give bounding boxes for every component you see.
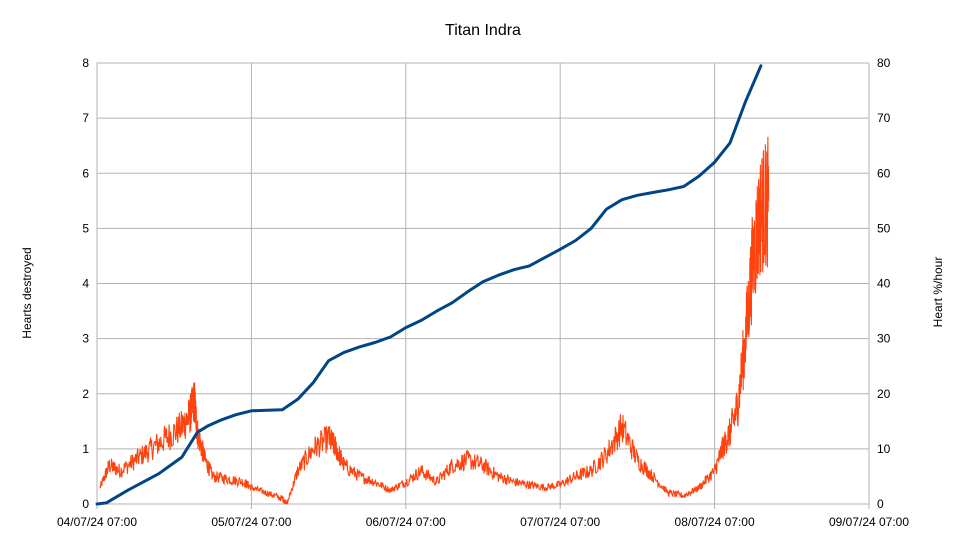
- y-tick-label: 6: [82, 166, 89, 180]
- x-tick-label: 06/07/24 07:00: [366, 515, 446, 529]
- x-tick-label: 05/07/24 07:00: [211, 515, 291, 529]
- y-tick-label: 0: [82, 497, 89, 511]
- chart-title: Titan Indra: [445, 22, 521, 39]
- y-axis-title: Hearts destroyed: [20, 247, 34, 338]
- y-tick-label: 2: [82, 387, 89, 401]
- x-tick-label: 09/07/24 07:00: [829, 515, 909, 529]
- y-axis-ticks: 0 1 2 3 4 5 6 7 8: [82, 56, 89, 511]
- series-line-hearts: [95, 64, 763, 506]
- y2-tick-label: 50: [877, 221, 891, 235]
- y-tick-label: 8: [82, 56, 89, 70]
- y2-tick-label: 30: [877, 332, 891, 346]
- y2-tick-label: 0: [877, 497, 884, 511]
- y2-tick-label: 60: [877, 166, 891, 180]
- y2-tick-label: 40: [877, 277, 891, 291]
- y2-tick-label: 10: [877, 442, 891, 456]
- y-tick-label: 4: [82, 277, 89, 291]
- y2-tick-label: 80: [877, 56, 891, 70]
- x-tick-label: 08/07/24 07:00: [675, 515, 755, 529]
- x-tick-label: 04/07/24 07:00: [57, 515, 137, 529]
- y-tick-label: 5: [82, 221, 89, 235]
- y2-axis-title: Heart %/hour: [931, 257, 945, 328]
- y2-axis-ticks: 0 10 20 30 40 50 60 70 80: [877, 56, 891, 511]
- y2-tick-label: 70: [877, 111, 891, 125]
- y-tick-label: 1: [82, 442, 89, 456]
- x-tick-label: 07/07/24 07:00: [520, 515, 600, 529]
- x-axis-ticks: 04/07/24 07:00 05/07/24 07:00 06/07/24 07:…: [57, 515, 909, 529]
- series-group: [95, 64, 770, 506]
- y-tick-label: 3: [82, 332, 89, 346]
- y-tick-label: 7: [82, 111, 89, 125]
- y2-tick-label: 20: [877, 387, 891, 401]
